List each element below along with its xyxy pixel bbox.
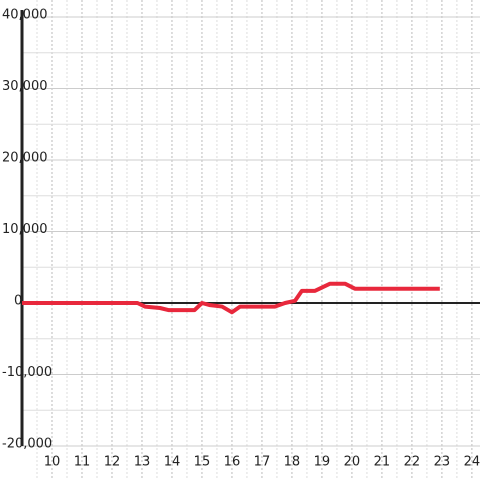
y-tick-label: -10,000 xyxy=(2,365,52,380)
x-tick-label: 10 xyxy=(44,455,61,470)
y-tick-label: 40,000 xyxy=(2,8,48,23)
x-tick-label: 22 xyxy=(404,455,421,470)
x-tick-label: 11 xyxy=(74,455,91,470)
x-tick-label: 21 xyxy=(374,455,391,470)
x-tick-label: 23 xyxy=(434,455,451,470)
x-tick-label: 18 xyxy=(284,455,301,470)
y-tick-label: 20,000 xyxy=(2,151,48,166)
x-tick-label: 15 xyxy=(194,455,211,470)
x-tick-label: 20 xyxy=(344,455,361,470)
x-tick-label: 19 xyxy=(314,455,331,470)
y-tick-label: -20,000 xyxy=(2,437,52,452)
x-tick-label: 13 xyxy=(134,455,151,470)
y-tick-label: 0 xyxy=(14,294,22,309)
x-tick-label: 14 xyxy=(164,455,181,470)
y-tick-label: 30,000 xyxy=(2,79,48,94)
data-line xyxy=(22,281,440,315)
x-tick-label: 17 xyxy=(254,455,271,470)
x-tick-label: 24 xyxy=(464,455,480,470)
y-tick-label: 10,000 xyxy=(2,222,48,237)
x-tick-label: 16 xyxy=(224,455,241,470)
x-tick-label: 12 xyxy=(104,455,121,470)
